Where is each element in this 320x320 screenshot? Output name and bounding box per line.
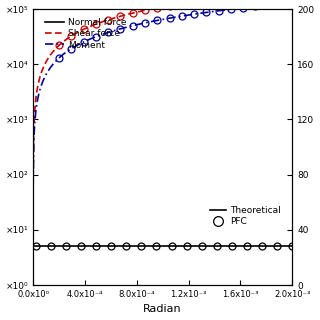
X-axis label: Radian: Radian [143,304,182,315]
Legend: Theoretical, PFC: Theoretical, PFC [208,204,283,228]
